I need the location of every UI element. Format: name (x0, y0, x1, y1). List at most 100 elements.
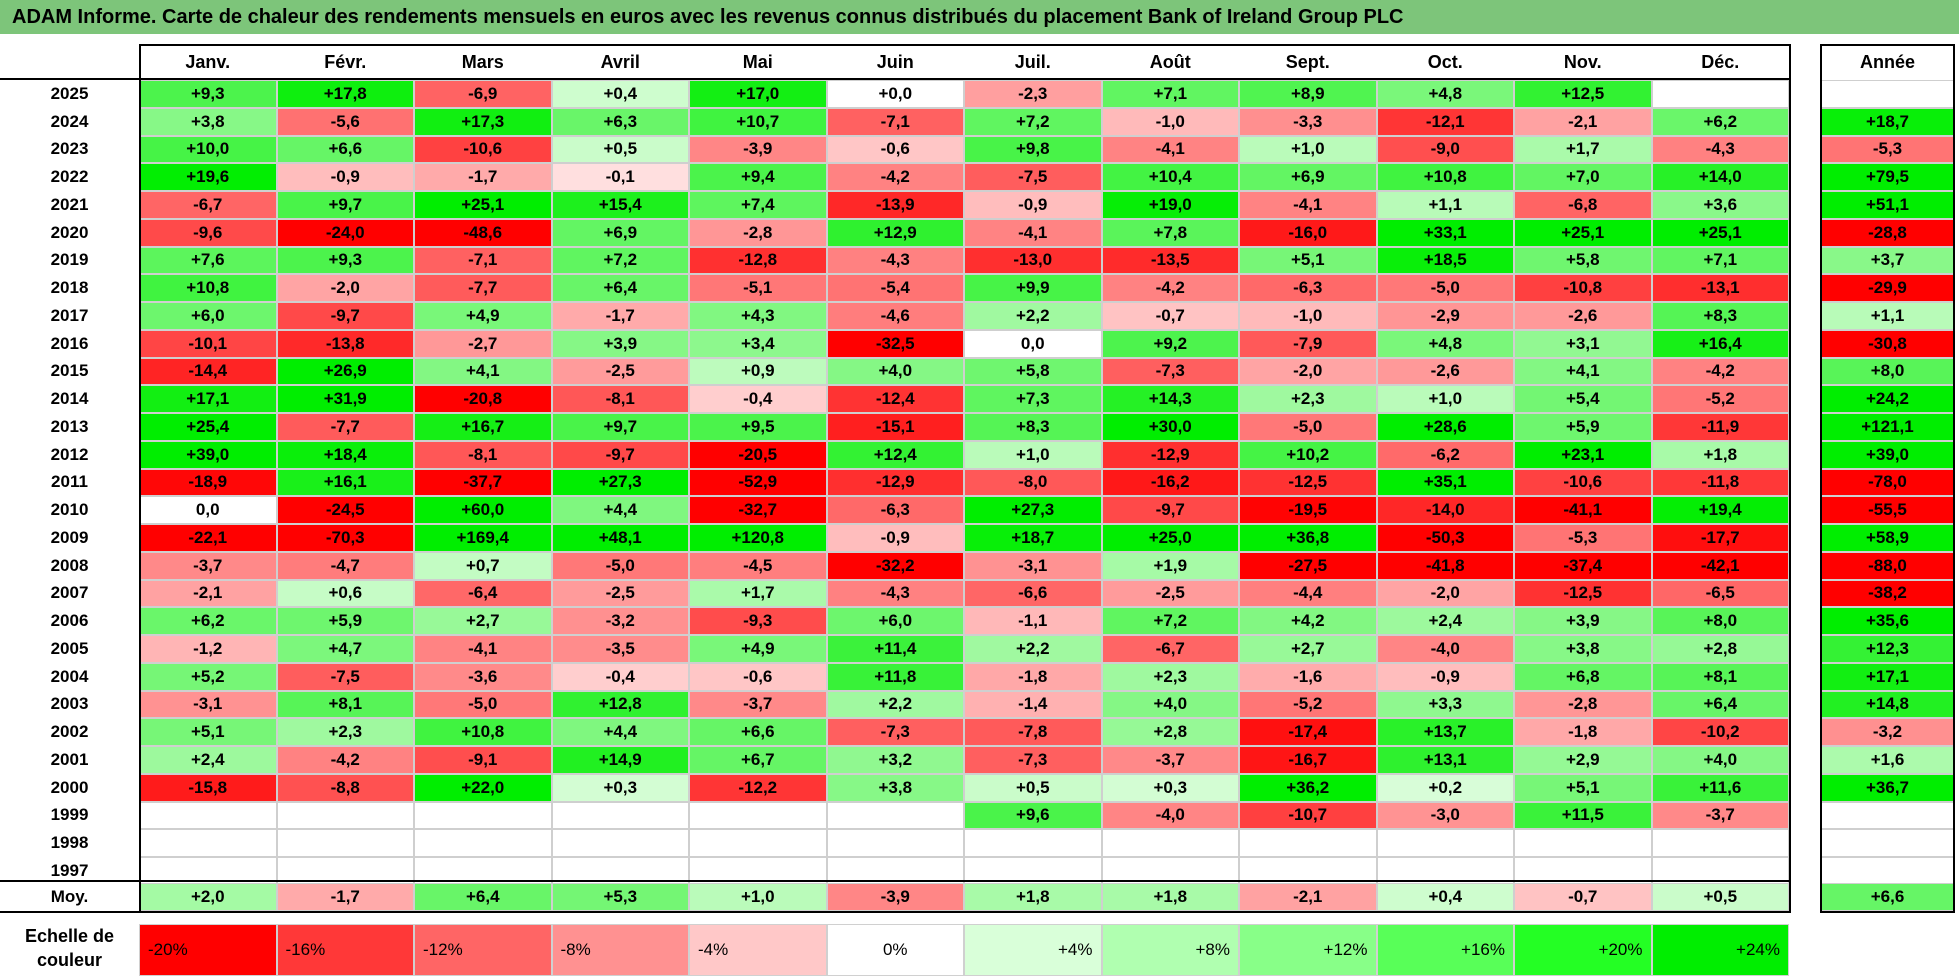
year-label: 2023 (50, 139, 89, 159)
month-header: Nov. (1563, 51, 1602, 72)
heatmap-cell: +8,1 (1651, 662, 1789, 691)
heatmap-cell: -7,3 (826, 718, 964, 746)
heatmap-cell: +17,8 (276, 80, 414, 108)
heatmap-cell: -9,3 (689, 607, 827, 635)
heatmap-cell: -4,0 (1101, 801, 1239, 830)
heatmap-cell: +5,1 (139, 718, 277, 746)
heatmap-cell: -52,9 (689, 468, 827, 497)
heatmap-cell: +2,9 (1514, 746, 1652, 774)
annual-cell: +8,0 (1820, 357, 1955, 386)
color-scale-swatch: -12% (414, 924, 552, 976)
heatmap-cell: -3,7 (1651, 801, 1789, 830)
heatmap-cell: +1,1 (1376, 191, 1514, 219)
heatmap-cell: +4,2 (1239, 607, 1377, 635)
heatmap-cell: +17,3 (414, 107, 552, 136)
heatmap-cell: -10,1 (139, 329, 277, 358)
heatmap-cell: +3,1 (1514, 329, 1652, 358)
heatmap-cell: -10,7 (1239, 801, 1377, 830)
heatmap-cell: +5,8 (1514, 246, 1652, 275)
heatmap-cell: +36,8 (1239, 524, 1377, 552)
chart-title: ADAM Informe. Carte de chaleur des rende… (0, 0, 1959, 34)
heatmap-cell: +4,7 (276, 635, 414, 663)
heatmap-cell: +3,6 (1651, 191, 1789, 219)
heatmap-cell: +11,6 (1651, 773, 1789, 802)
heatmap-cell: +6,9 (551, 218, 689, 247)
average-cell: +5,3 (551, 883, 689, 911)
heatmap-cell: -8,8 (276, 773, 414, 802)
year-label: 2002 (50, 722, 89, 742)
heatmap-cell: -4,0 (1376, 635, 1514, 663)
year-label: 2004 (50, 666, 89, 686)
heatmap-cell: +39,0 (139, 440, 277, 469)
heatmap-cell (139, 829, 277, 857)
heatmap-cell: +4,4 (551, 718, 689, 746)
heatmap-cell: -5,3 (1514, 524, 1652, 552)
heatmap-cell: +2,7 (414, 607, 552, 635)
heatmap-cell: +7,3 (964, 385, 1102, 413)
heatmap-cell: -3,2 (551, 607, 689, 635)
heatmap-cell: -2,6 (1376, 357, 1514, 386)
heatmap-cell: -4,2 (1101, 274, 1239, 302)
heatmap-cell: +8,1 (276, 690, 414, 719)
heatmap-cell: +10,8 (1376, 163, 1514, 191)
heatmap-cell: +3,4 (689, 329, 827, 358)
color-scale-swatch: -4% (689, 924, 827, 976)
heatmap-cell: +6,4 (1651, 690, 1789, 719)
heatmap-cell: +4,8 (1376, 329, 1514, 358)
average-separator-bottom (0, 911, 1789, 913)
heatmap-cell: +10,0 (139, 135, 277, 164)
annual-cell: +35,6 (1820, 607, 1955, 635)
heatmap-cell: +9,2 (1101, 329, 1239, 358)
heatmap-cell: -18,9 (139, 468, 277, 497)
month-header: Mars (461, 51, 504, 72)
heatmap-cell: +11,4 (826, 635, 964, 663)
heatmap-cell: -37,7 (414, 468, 552, 497)
heatmap-cell: +28,6 (1376, 413, 1514, 441)
heatmap-cell: -41,8 (1376, 551, 1514, 580)
heatmap-cell: -24,5 (276, 496, 414, 524)
heatmap-cell: -2,8 (1514, 690, 1652, 719)
heatmap-cell: +4,0 (826, 357, 964, 386)
year-label: 2008 (50, 555, 89, 575)
heatmap-cell: -14,4 (139, 357, 277, 386)
heatmap-cell: +2,2 (964, 635, 1102, 663)
heatmap-cell: -6,8 (1514, 191, 1652, 219)
annual-cell: +17,1 (1820, 662, 1955, 691)
color-scale-swatch: +20% (1514, 924, 1652, 976)
heatmap-cell: -70,3 (276, 524, 414, 552)
heatmap-cell: +12,9 (826, 218, 964, 247)
heatmap-cell: +7,0 (1514, 163, 1652, 191)
heatmap-cell: +25,4 (139, 413, 277, 441)
heatmap-cell: -3,7 (1101, 746, 1239, 774)
heatmap-cell: +0,9 (689, 357, 827, 386)
heatmap-cell: +9,4 (689, 163, 827, 191)
heatmap-cell: -3,0 (1376, 801, 1514, 830)
heatmap-cell: -3,3 (1239, 107, 1377, 136)
heatmap-cell: +9,3 (139, 80, 277, 108)
heatmap-cell: -7,3 (1101, 357, 1239, 386)
heatmap-cell (1101, 829, 1239, 857)
heatmap-cell: +26,9 (276, 357, 414, 386)
heatmap-cell: +8,0 (1651, 607, 1789, 635)
heatmap-cell: -1,7 (551, 302, 689, 330)
heatmap-cell: -4,2 (276, 746, 414, 774)
average-cell: +0,5 (1651, 883, 1789, 911)
heatmap-cell: +2,4 (139, 746, 277, 774)
heatmap-cell: -4,2 (826, 163, 964, 191)
year-label: 2013 (50, 416, 89, 436)
heatmap-cell: -32,2 (826, 551, 964, 580)
heatmap-cell: +5,4 (1514, 385, 1652, 413)
heatmap-cell (1239, 829, 1377, 857)
heatmap-cell: -8,0 (964, 468, 1102, 497)
heatmap-cell: +6,8 (1514, 662, 1652, 691)
heatmap-cell: +3,9 (1514, 607, 1652, 635)
heatmap-cell: -12,5 (1239, 468, 1377, 497)
heatmap-cell: +16,4 (1651, 329, 1789, 358)
month-header: Mai (742, 51, 773, 72)
heatmap-cell: +25,0 (1101, 524, 1239, 552)
heatmap-cell: +27,3 (551, 468, 689, 497)
heatmap-cell (414, 801, 552, 830)
heatmap-cell: +14,3 (1101, 385, 1239, 413)
year-label: 2005 (50, 638, 89, 658)
heatmap-cell (689, 801, 827, 830)
